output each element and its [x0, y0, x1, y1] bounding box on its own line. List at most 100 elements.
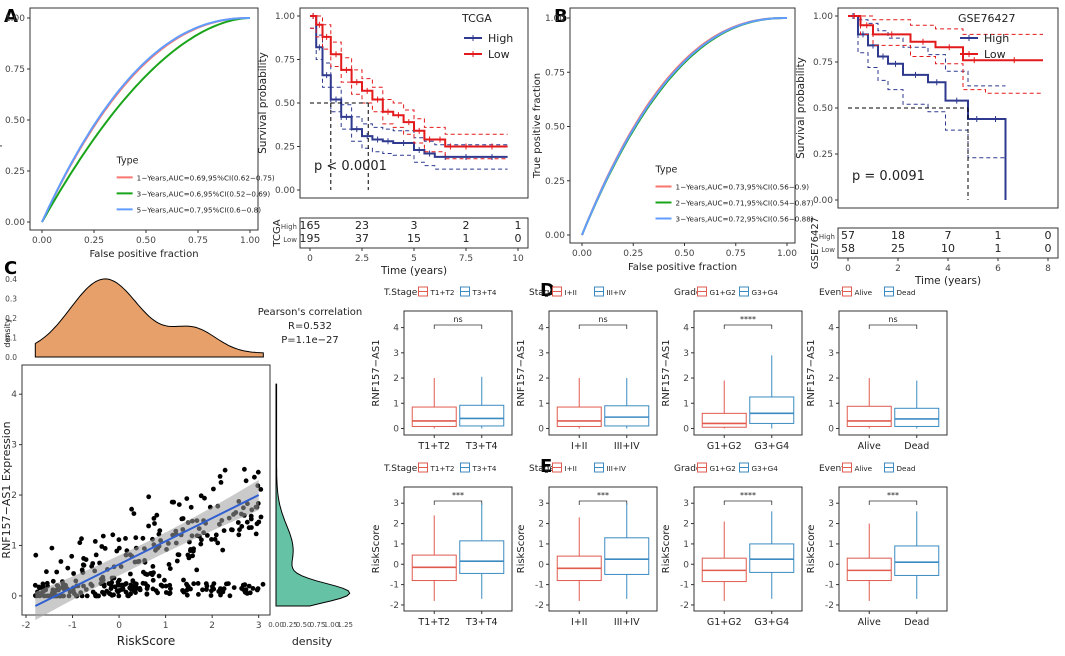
a-roc-legend-entry: 3−Years,AUC=0.6,95%CI(0.52−0.69) [137, 189, 271, 198]
a-roc-xtick-label: 0.25 [84, 236, 104, 246]
c-scatter-point [237, 527, 242, 533]
b-km-censor-mark [863, 22, 870, 29]
c-scatter-point [240, 582, 246, 588]
a-km-legend-censor [470, 51, 476, 57]
c-scatter-point [250, 586, 256, 591]
c-scatter-point [101, 583, 107, 589]
a-roc-legend-entry: 5−Years,AUC=0.7,95%CI(0.6−0.8) [137, 205, 262, 214]
a-km-censor-mark [437, 136, 443, 143]
d-legend-title: Stage [529, 288, 555, 298]
a-km-risk-count: 15 [407, 232, 421, 245]
e-legend-entry: G1+G2 [710, 464, 736, 473]
a-km-risk-count: 23 [355, 219, 369, 232]
c-scatter-point [146, 523, 152, 529]
b-km-risk-count: 0 [1045, 242, 1052, 255]
c-scatter-point [116, 593, 122, 599]
a-roc-ytick-label: 0.50 [5, 116, 25, 126]
e-ylabel: RiskScore [516, 525, 527, 574]
a-km-ytick-label: 0.50 [275, 99, 295, 109]
a-km-censor-mark [333, 51, 339, 58]
a-km-censor-mark [489, 153, 495, 160]
d-ytick-label: 0 [538, 424, 544, 434]
a-roc-ytick-label: 0.00 [5, 218, 25, 228]
e-ytick-label: 1 [538, 540, 544, 550]
c-scatter-point [203, 581, 209, 586]
d-ytick-label: 4 [828, 324, 834, 334]
e-significance-label: *** [597, 491, 609, 500]
d-ylabel: RNF157−AS1 [806, 339, 817, 406]
c-scatter-point [216, 589, 222, 594]
a-km-risk-row-label: High [281, 223, 297, 231]
c-scatter-point [176, 502, 182, 507]
c-scatter-point [150, 564, 156, 569]
b-roc-ytick-label: 0.00 [545, 231, 565, 241]
a-roc-xtick-label: 1.00 [240, 236, 260, 246]
d-ylabel: RNF157−AS1 [371, 339, 382, 406]
d-xtick-label: Alive [858, 441, 881, 452]
a-km-risk-count: 1 [515, 219, 522, 232]
d-legend-entry: T1+T2 [430, 288, 455, 297]
e-significance-bracket [433, 500, 483, 505]
b-km-pvalue: p = 0.0091 [852, 169, 925, 184]
d-ytick-label: 4 [538, 324, 544, 334]
e-ytick-label: 2 [538, 520, 544, 530]
e-xtick-label: III+IV [614, 617, 640, 628]
a-km-censor-mark [333, 96, 339, 103]
c-scatter-point [109, 592, 115, 598]
e-xtick-label: Dead [904, 617, 929, 628]
c-scatter-point [58, 559, 64, 564]
d-boxplot-3: 0 1 2 3 4 RNF157−AS1 Grade G1+G2 G3+G4 **** G1+G2 G… [661, 286, 803, 452]
a-roc-xlabel: False positive fraction [89, 249, 198, 260]
a-roc-xtick-label: 0.75 [188, 236, 208, 246]
e-ytick-label: 0 [683, 560, 689, 570]
d-ytick-label: 3 [538, 349, 544, 359]
b-km-legend-censor [966, 51, 972, 57]
b-km-ytick-label: 0.00 [813, 196, 833, 206]
panel-letter-d: D [540, 280, 555, 301]
a-km-risk-count: 3 [411, 219, 418, 232]
c-scatter-point [215, 540, 221, 546]
d-xtick-label: T1+T2 [417, 441, 450, 452]
c-xtick-label: 1 [163, 621, 169, 631]
c-scatter-point [79, 536, 84, 542]
c-scatter-point [151, 516, 157, 521]
b-roc-plot: 0.00 0.25 0.50 0.75 1.00 0.00 0.25 0.50 0.75 1.00… [532, 7, 814, 273]
d-legend-title: Grade [674, 288, 702, 298]
c-scatter-point [167, 566, 173, 571]
a-km-plot: 0.00 0.25 0.50 0.75 1.00 Survival probability… [257, 7, 529, 277]
b-km-risk-row-label: Low [821, 246, 835, 254]
c-scatter-point [249, 525, 254, 530]
c-scatter-point [256, 519, 262, 525]
a-km-risk-count: 0 [515, 232, 522, 245]
c-scatter-point [54, 569, 60, 575]
c-scatter-point [84, 593, 90, 599]
c-scatter-panel: -2 -1 0 1 2 3 0 1 2 3 4 RiskScore RNF157−AS1 Express… [0, 275, 362, 648]
a-km-xtick-label: 2.5 [355, 254, 369, 264]
c-scatter-point [184, 592, 190, 598]
e-ytick-label: 3 [538, 499, 544, 509]
e-ytick-label: 0 [393, 560, 399, 570]
c-scatter-point [191, 581, 197, 587]
c-right-density-tick: 0.25 [282, 621, 298, 629]
c-top-density-area [34, 278, 264, 358]
c-scatter-point [143, 571, 148, 577]
c-scatter-point [93, 552, 99, 558]
c-scatter-point [242, 589, 248, 595]
b-km-censor-mark [920, 38, 926, 45]
e-significance-label: *** [887, 491, 899, 500]
d-ytick-label: 1 [828, 399, 834, 409]
b-roc-frame [569, 7, 796, 244]
panel-letter-a: A [4, 6, 18, 27]
a-roc-frame [29, 7, 259, 231]
c-scatter-point [180, 588, 186, 594]
a-km-km-curve-low [310, 15, 508, 148]
c-scatter-point [119, 587, 124, 592]
a-km-censor-mark [447, 143, 454, 150]
a-km-risk-count: 1 [463, 232, 470, 245]
e-boxplot-3: -2 -1 0 1 2 3 RiskScore Grade G1+G2 G3+G4 **** G1+G… [661, 462, 803, 628]
c-scatter-point [220, 589, 226, 595]
e-ytick-label: 2 [828, 520, 834, 530]
d-ytick-label: 2 [538, 374, 544, 384]
a-roc-roc-curve-2 [41, 17, 251, 223]
c-scatter-point [77, 540, 83, 546]
